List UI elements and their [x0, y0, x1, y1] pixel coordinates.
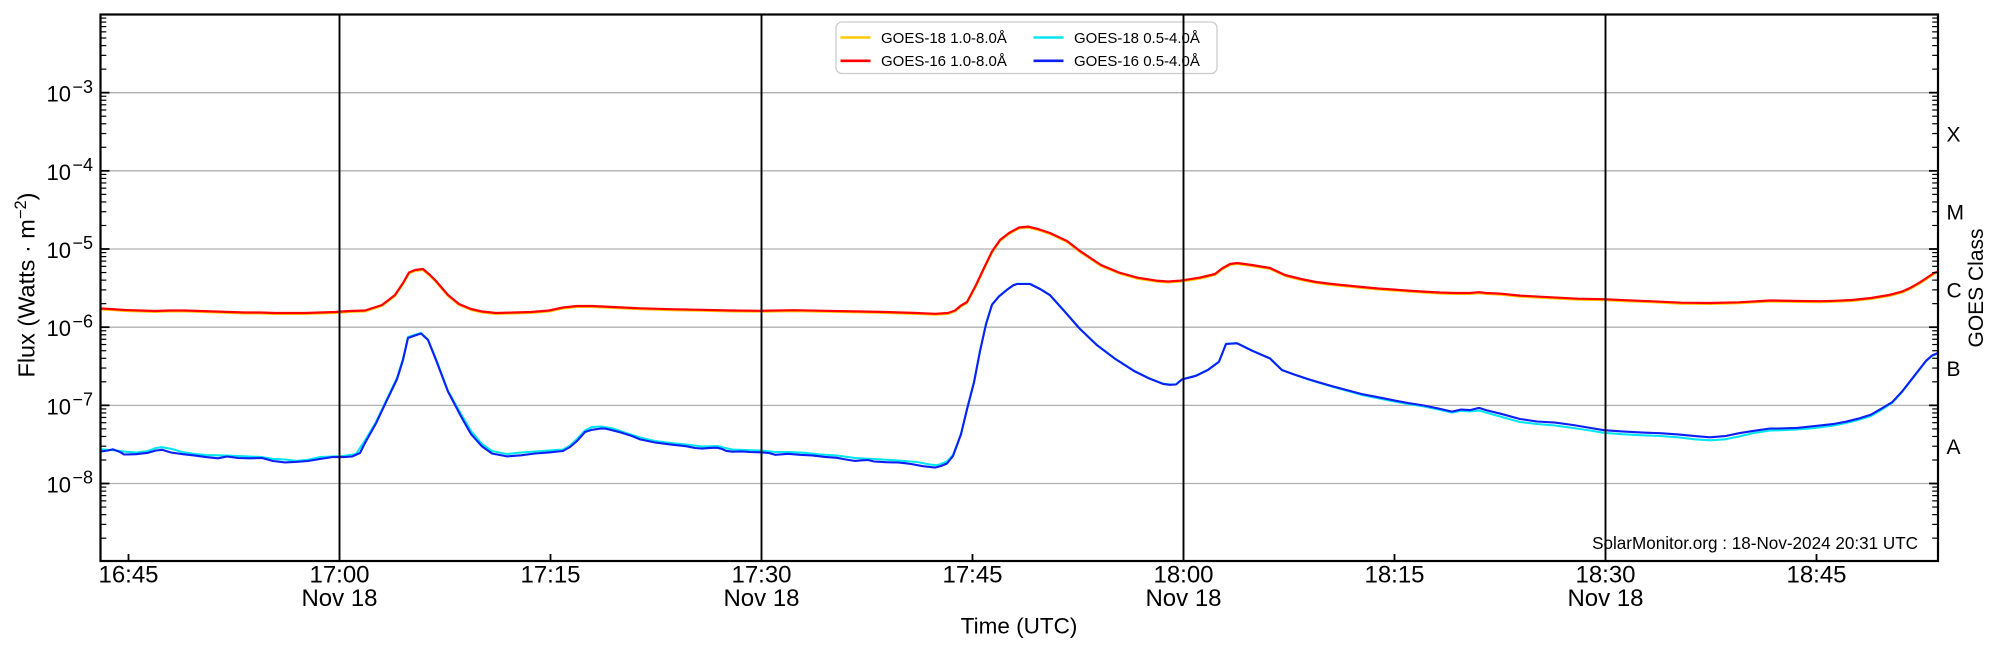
- svg-text:18:30: 18:30: [1575, 562, 1635, 589]
- svg-text:17:00: 17:00: [309, 562, 369, 589]
- svg-text:GOES-18 0.5-4.0Å: GOES-18 0.5-4.0Å: [1074, 30, 1200, 47]
- svg-text:17:30: 17:30: [731, 562, 791, 589]
- svg-text:−4: −4: [73, 155, 94, 175]
- svg-text:GOES-16 1.0-8.0Å: GOES-16 1.0-8.0Å: [881, 53, 1007, 70]
- svg-text:Nov 18: Nov 18: [723, 585, 799, 612]
- svg-text:M: M: [1947, 201, 1965, 224]
- svg-text:Nov 18: Nov 18: [1145, 585, 1221, 612]
- svg-text:−6: −6: [73, 311, 94, 331]
- svg-text:10: 10: [47, 238, 71, 263]
- svg-text:A: A: [1947, 436, 1961, 459]
- svg-text:GOES-16 0.5-4.0Å: GOES-16 0.5-4.0Å: [1074, 53, 1200, 70]
- svg-text:Time (UTC): Time (UTC): [961, 614, 1078, 639]
- svg-text:−7: −7: [73, 390, 94, 410]
- svg-text:17:15: 17:15: [520, 562, 580, 589]
- svg-text:SolarMonitor.org : 18-Nov-2024: SolarMonitor.org : 18-Nov-2024 20:31 UTC: [1592, 534, 1918, 553]
- svg-text:10: 10: [47, 473, 71, 498]
- svg-text:10: 10: [47, 394, 71, 419]
- svg-text:−3: −3: [73, 77, 94, 97]
- svg-text:18:00: 18:00: [1153, 562, 1213, 589]
- svg-text:GOES-18 1.0-8.0Å: GOES-18 1.0-8.0Å: [881, 30, 1007, 47]
- svg-text:−8: −8: [73, 468, 94, 488]
- svg-text:C: C: [1947, 280, 1962, 303]
- svg-text:17:45: 17:45: [942, 562, 1002, 589]
- svg-text:GOES Class: GOES Class: [1965, 228, 1988, 347]
- svg-text:Flux (Watts · m−2): Flux (Watts · m−2): [12, 192, 40, 377]
- svg-text:−5: −5: [73, 233, 94, 253]
- svg-text:B: B: [1947, 358, 1961, 381]
- svg-text:Nov 18: Nov 18: [301, 585, 377, 612]
- svg-text:10: 10: [47, 316, 71, 341]
- svg-text:16:45: 16:45: [98, 562, 158, 589]
- svg-text:18:45: 18:45: [1786, 562, 1846, 589]
- svg-text:X: X: [1947, 123, 1961, 146]
- svg-text:18:15: 18:15: [1364, 562, 1424, 589]
- svg-text:10: 10: [47, 82, 71, 107]
- svg-text:10: 10: [47, 160, 71, 185]
- svg-text:Nov 18: Nov 18: [1567, 585, 1643, 612]
